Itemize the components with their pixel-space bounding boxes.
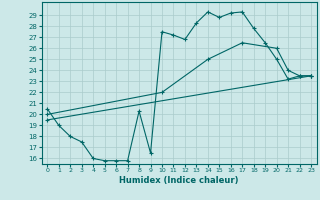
X-axis label: Humidex (Indice chaleur): Humidex (Indice chaleur) [119,176,239,185]
